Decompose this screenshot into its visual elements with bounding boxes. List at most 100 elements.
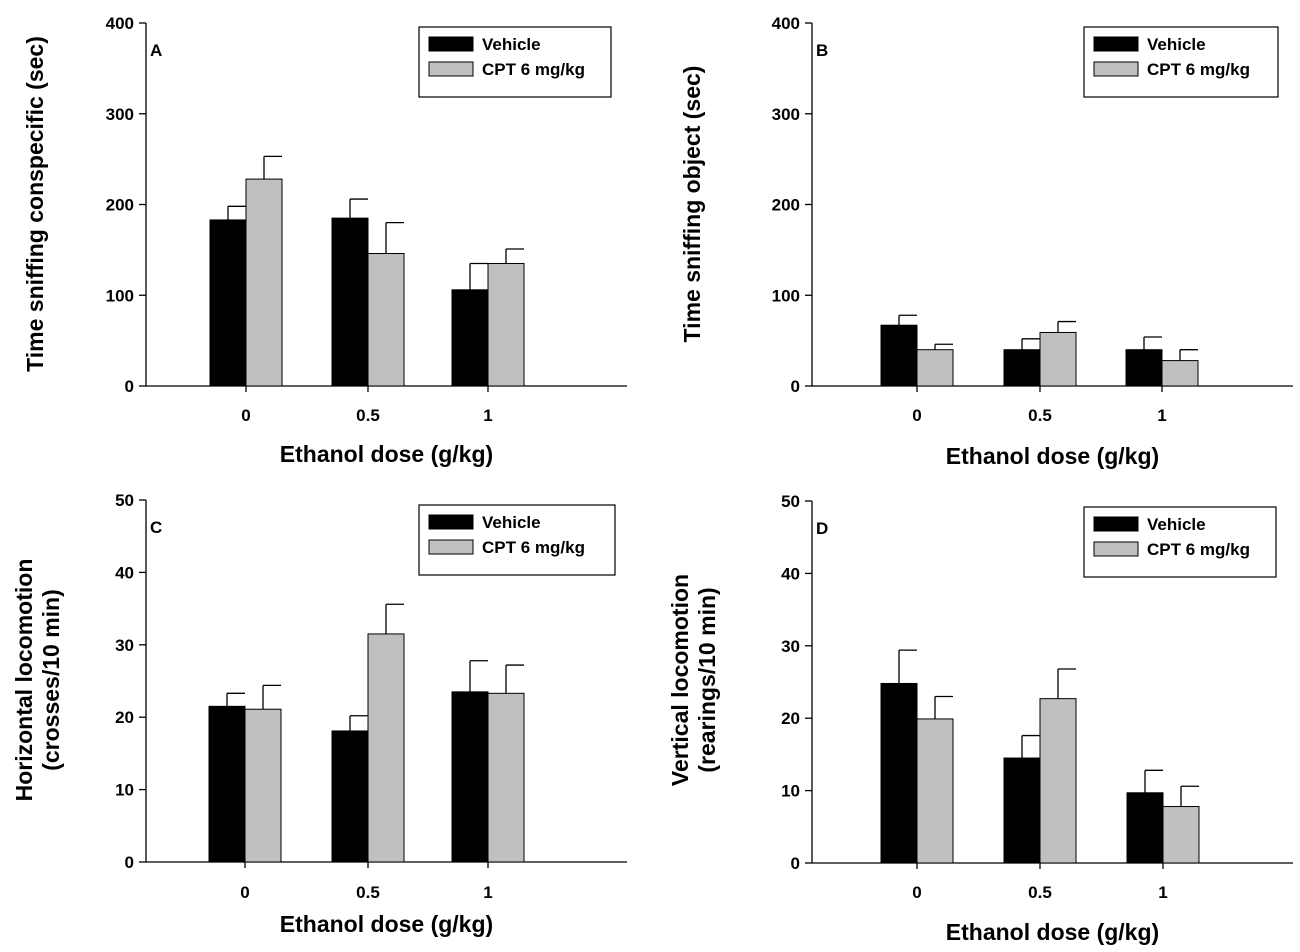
legend-label-vehicle: Vehicle — [482, 513, 541, 532]
bar-vehicle-1 — [451, 691, 489, 863]
y-tick-label: 100 — [106, 286, 134, 305]
y-axis-title: Horizontal locomotion(crosses/10 min) — [11, 559, 64, 802]
bar-cpt-0p5 — [367, 633, 405, 863]
y-tick-label: 300 — [106, 105, 134, 124]
legend-swatch-vehicle — [1093, 516, 1139, 532]
x-axis-title: Ethanol dose (g/kg) — [946, 443, 1159, 469]
y-tick-label: 0 — [791, 377, 800, 396]
legend-swatch-cpt — [1093, 541, 1139, 557]
x-tick-label: 1 — [483, 406, 492, 425]
legend: Vehicle CPT 6 mg/kg — [1083, 506, 1277, 578]
y-tick-label: 10 — [781, 782, 800, 801]
legend-swatch-cpt — [428, 539, 474, 555]
y-tick-label: 400 — [772, 14, 800, 33]
chart-panel-b: 0 100 200 300 400 0 0.5 1 B Ethanol dose (g/kg) Ti… — [679, 14, 1293, 469]
x-axis-title: Ethanol dose (g/kg) — [946, 919, 1159, 945]
y-tick-label: 0 — [125, 377, 134, 396]
chart-panel-c: 0 10 20 30 40 50 0 0.5 1 C Ethanol dose (g/kg) Hori… — [11, 491, 627, 937]
bar-cpt-0 — [245, 178, 283, 387]
bar-cpt-0p5 — [1039, 331, 1077, 387]
y-axis-title: Time sniffing conspecific (sec) — [22, 36, 48, 372]
y-tick-label: 30 — [115, 636, 134, 655]
bar-vehicle-1 — [1126, 792, 1164, 864]
bar-cpt-1 — [487, 692, 525, 863]
x-tick-label: 0 — [240, 883, 249, 902]
y-tick-label: 10 — [115, 781, 134, 800]
legend: Vehicle CPT 6 mg/kg — [418, 26, 612, 98]
x-tick-label: 0 — [241, 406, 250, 425]
legend-swatch-cpt — [428, 61, 474, 77]
bar-cpt-1 — [1162, 806, 1200, 864]
y-tick-label: 50 — [781, 492, 800, 511]
y-tick-label: 40 — [115, 563, 134, 582]
bar-vehicle-0 — [880, 682, 918, 864]
y-axis-title-line: (rearings/10 min) — [694, 587, 720, 772]
x-tick-label: 1 — [1157, 406, 1166, 425]
legend-swatch-vehicle — [1093, 36, 1139, 52]
y-tick-label: 200 — [772, 196, 800, 215]
y-tick-label: 400 — [106, 14, 134, 33]
bar-vehicle-0 — [880, 324, 918, 387]
bar-vehicle-0p5 — [1003, 349, 1041, 387]
bar-vehicle-0 — [209, 219, 247, 387]
bar-vehicle-1 — [1125, 349, 1163, 387]
y-axis-title-line: Time sniffing conspecific (sec) — [22, 36, 48, 372]
bar-vehicle-0p5 — [331, 217, 369, 387]
y-tick-label: 50 — [115, 491, 134, 510]
y-axis-title: Time sniffing object (sec) — [679, 66, 705, 343]
y-tick-label: 200 — [106, 196, 134, 215]
y-tick-label: 300 — [772, 105, 800, 124]
panel-letter: D — [816, 519, 828, 538]
y-axis-title-line: (crosses/10 min) — [38, 589, 64, 771]
legend-swatch-cpt — [1093, 61, 1139, 77]
y-axis-title-line: Vertical locomotion — [667, 574, 693, 786]
legend-label-vehicle: Vehicle — [1147, 35, 1206, 54]
legend-label-cpt: CPT 6 mg/kg — [482, 538, 585, 557]
panel-letter: B — [816, 41, 828, 60]
chart-panel-a: 0 100 200 300 400 0 0.5 1 A Ethanol dose (g/kg) Ti… — [22, 14, 627, 467]
x-tick-label: 0.5 — [1028, 883, 1052, 902]
x-tick-label: 1 — [1158, 883, 1167, 902]
bar-cpt-1 — [487, 262, 525, 387]
y-tick-label: 20 — [115, 708, 134, 727]
bar-cpt-0 — [916, 718, 954, 864]
legend-label-vehicle: Vehicle — [482, 35, 541, 54]
legend-label-cpt: CPT 6 mg/kg — [482, 60, 585, 79]
x-tick-label: 0.5 — [1028, 406, 1052, 425]
x-tick-label: 0.5 — [356, 883, 380, 902]
y-axis-title: Vertical locomotion(rearings/10 min) — [667, 574, 720, 786]
y-tick-label: 0 — [791, 854, 800, 873]
legend: Vehicle CPT 6 mg/kg — [1083, 26, 1279, 98]
bar-vehicle-0 — [208, 705, 246, 863]
x-axis-title: Ethanol dose (g/kg) — [280, 911, 493, 937]
bar-vehicle-0p5 — [331, 730, 369, 863]
bar-cpt-1 — [1161, 360, 1199, 387]
bar-vehicle-1 — [451, 289, 489, 387]
bar-cpt-0p5 — [367, 253, 405, 387]
x-tick-label: 0 — [912, 883, 921, 902]
chart-panel-d: 0 10 20 30 40 50 0 0.5 1 D Ethanol dose (g/kg) Vert… — [667, 492, 1293, 945]
legend-swatch-vehicle — [428, 514, 474, 530]
bar-cpt-0p5 — [1039, 698, 1077, 864]
legend-label-vehicle: Vehicle — [1147, 515, 1206, 534]
y-tick-label: 30 — [781, 637, 800, 656]
x-tick-label: 0.5 — [356, 406, 380, 425]
legend-label-cpt: CPT 6 mg/kg — [1147, 60, 1250, 79]
y-tick-label: 100 — [772, 286, 800, 305]
x-tick-label: 0 — [912, 406, 921, 425]
x-tick-label: 1 — [483, 883, 492, 902]
y-tick-label: 0 — [125, 853, 134, 872]
panel-letter: A — [150, 41, 162, 60]
panel-letter: C — [150, 518, 162, 537]
legend-swatch-vehicle — [428, 36, 474, 52]
y-axis-title-line: Horizontal locomotion — [11, 559, 37, 802]
bar-cpt-0 — [244, 708, 282, 863]
legend-label-cpt: CPT 6 mg/kg — [1147, 540, 1250, 559]
y-tick-label: 40 — [781, 564, 800, 583]
y-axis-title-line: Time sniffing object (sec) — [679, 66, 705, 343]
legend: Vehicle CPT 6 mg/kg — [418, 504, 616, 576]
x-axis-title: Ethanol dose (g/kg) — [280, 441, 493, 467]
bar-vehicle-0p5 — [1003, 757, 1041, 864]
bar-cpt-0 — [916, 349, 954, 387]
